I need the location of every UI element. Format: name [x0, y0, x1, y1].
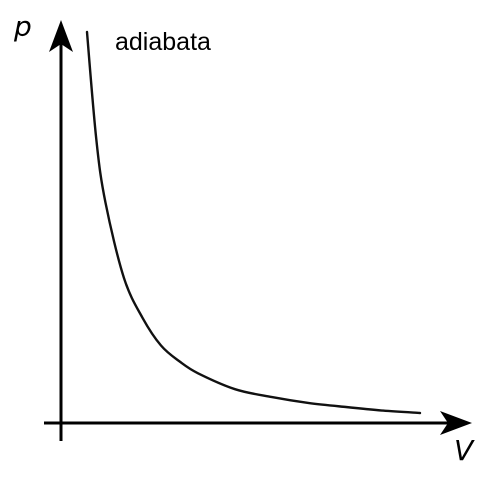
x-axis-arrow: [440, 411, 472, 435]
adiabat-curve: [85, 30, 422, 415]
x-axis-label: V: [454, 434, 475, 467]
y-axis-label: p: [13, 10, 32, 43]
y-axis-arrow: [49, 20, 73, 52]
curve-annotation: adiabata: [115, 28, 211, 56]
